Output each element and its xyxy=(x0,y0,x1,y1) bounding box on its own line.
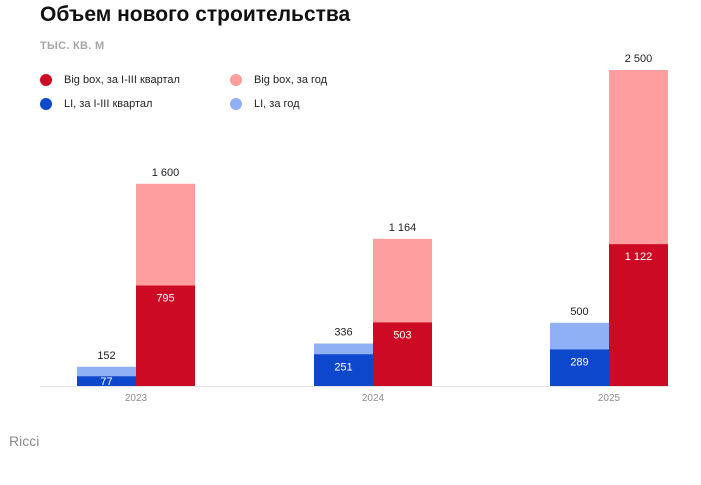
legend-swatch-li-q xyxy=(40,98,52,110)
bar-bigbox-q-2024 xyxy=(373,322,432,386)
chart-title: Объем нового строительства xyxy=(40,3,351,26)
data-label-bigbox-year-2025: 2 500 xyxy=(625,53,653,65)
source-label: Ricci xyxy=(9,433,40,449)
legend-item-li-q: LI, за I-III квартал xyxy=(40,98,152,110)
unit-label: тыс. кв. м xyxy=(40,40,105,52)
data-label-li-year-2024: 336 xyxy=(334,327,352,339)
legend-label-li-q: LI, за I-III квартал xyxy=(64,98,153,110)
data-label-bigbox-year-2023: 1 600 xyxy=(152,167,180,179)
data-label-li-year-2025: 500 xyxy=(570,306,588,318)
legend-swatch-bigbox-year xyxy=(230,74,242,86)
bar-bigbox-q-2023 xyxy=(136,285,195,386)
x-tick-label-2023: 2023 xyxy=(125,393,148,404)
legend-swatch-li-year xyxy=(230,98,242,110)
legend-item-bigbox-year: Big box, за год xyxy=(230,74,327,86)
legend-label-bigbox-q: Big box, за I-III квартал xyxy=(64,74,180,86)
x-tick-label-2024: 2024 xyxy=(362,393,385,404)
bar-li-q-2025 xyxy=(550,349,609,386)
legend-swatch-bigbox-q xyxy=(40,74,52,86)
data-label-li-q-2025: 289 xyxy=(570,356,588,368)
legend: Big box, за I-III квартал Big box, за го… xyxy=(40,74,460,114)
data-label-bigbox-q-2025: 1 122 xyxy=(625,251,653,263)
x-tick-label-2025: 2025 xyxy=(598,393,621,404)
bar-li-q-2024 xyxy=(314,354,373,386)
data-label-bigbox-q-2024: 503 xyxy=(393,329,411,341)
legend-label-bigbox-year: Big box, за год xyxy=(254,74,328,86)
data-label-li-q-2024: 251 xyxy=(334,361,352,373)
bar-li-q-2023 xyxy=(77,376,136,386)
bar-chart: 1 600 152 795 77 2023 1 164 336 503 251 2024 2 500… xyxy=(40,53,668,404)
legend-item-bigbox-q: Big box, за I-III квартал xyxy=(40,74,180,86)
data-label-li-year-2023: 152 xyxy=(97,350,115,362)
data-label-bigbox-q-2023: 795 xyxy=(156,293,174,305)
bar-bigbox-q-2025 xyxy=(609,244,668,386)
data-label-li-q-2023: 77 xyxy=(100,376,112,388)
data-label-bigbox-year-2024: 1 164 xyxy=(389,222,417,234)
legend-item-li-year: LI, за год xyxy=(230,98,300,110)
legend-label-li-year: LI, за год xyxy=(254,98,300,110)
